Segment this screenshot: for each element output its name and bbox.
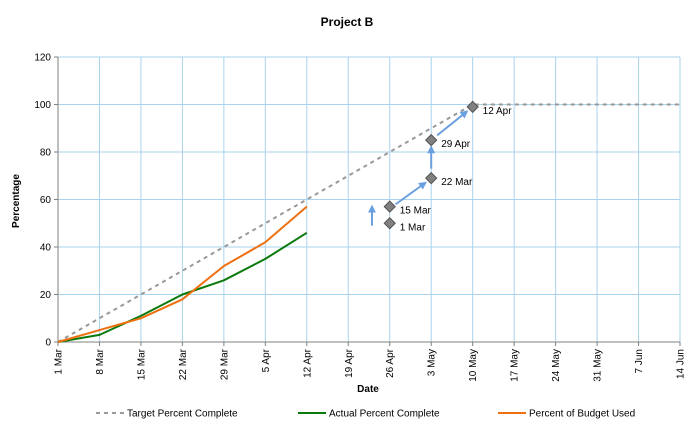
forecast-point-label: 1 Mar: [400, 222, 426, 233]
y-tick-label: 120: [34, 53, 51, 64]
y-axis-label: Percentage: [11, 174, 22, 228]
x-tick-label: 3 May: [427, 349, 438, 376]
x-axis-label: Date: [357, 384, 379, 395]
x-tick-label: 10 May: [468, 349, 479, 382]
chart-title: Project B: [321, 15, 374, 29]
x-tick-label: 15 Mar: [136, 348, 147, 380]
x-tick-label: 22 Mar: [178, 348, 189, 380]
forecast-point: [424, 171, 438, 185]
x-tick-label: 19 Apr: [344, 348, 355, 378]
progress-arrow: [395, 181, 427, 206]
x-tick-label: 5 Apr: [261, 348, 272, 372]
legend-item-1: Actual Percent Complete: [298, 409, 440, 420]
x-tick-label: 31 May: [593, 349, 604, 382]
series-line-0: [57, 103, 680, 343]
series-line-2: [57, 205, 308, 343]
x-tick-label: 14 Jun: [676, 349, 687, 379]
forecast-points-layer: 1 Mar 15 Mar 22 Mar 29 Apr 12 Apr: [383, 100, 513, 233]
x-tick-label: 8 Mar: [95, 348, 106, 374]
legend-item-2: Percent of Budget Used: [498, 409, 635, 420]
y-tick-label: 100: [34, 100, 51, 111]
arrows-layer: [367, 110, 469, 226]
x-tick-label: 12 Apr: [302, 348, 313, 378]
progress-arrow: [436, 110, 469, 137]
forecast-point-label: 22 Mar: [441, 177, 473, 188]
forecast-point: [424, 133, 438, 147]
x-tick-label: 1 Mar: [54, 348, 65, 374]
forecast-point-label: 15 Mar: [400, 206, 432, 217]
forecast-point-label: 29 Apr: [441, 139, 471, 150]
y-tick-label: 80: [40, 148, 52, 159]
series-line-1: [57, 231, 308, 343]
axes-layer: 0 20 40 60 80 100 120 1 Mar 8 Mar 15 Mar 22 Mar 29 …: [34, 53, 686, 382]
x-tick-label: 17 May: [510, 349, 521, 382]
legend-label: Actual Percent Complete: [329, 409, 440, 420]
x-tick-label: 7 Jun: [634, 349, 645, 373]
forecast-point: [383, 217, 396, 230]
y-tick-label: 20: [40, 290, 52, 301]
y-tick-label: 60: [40, 195, 52, 206]
legend-label: Target Percent Complete: [127, 409, 238, 420]
series-layer: [57, 103, 680, 343]
forecast-point: [466, 100, 479, 114]
legend-item-0: Target Percent Complete: [96, 409, 238, 420]
y-tick-label: 0: [45, 338, 51, 349]
forecast-point-label: 12 Apr: [483, 106, 513, 117]
forecast-point: [383, 200, 396, 213]
x-tick-label: 26 Apr: [385, 348, 396, 378]
y-tick-label: 40: [40, 243, 52, 254]
legend-label: Percent of Budget Used: [529, 409, 635, 420]
x-tick-label: 24 May: [551, 349, 562, 382]
x-tick-label: 29 Mar: [219, 348, 230, 380]
grid-layer: [58, 56, 681, 342]
legend: Target Percent Complete Actual Percent Co…: [96, 409, 635, 420]
